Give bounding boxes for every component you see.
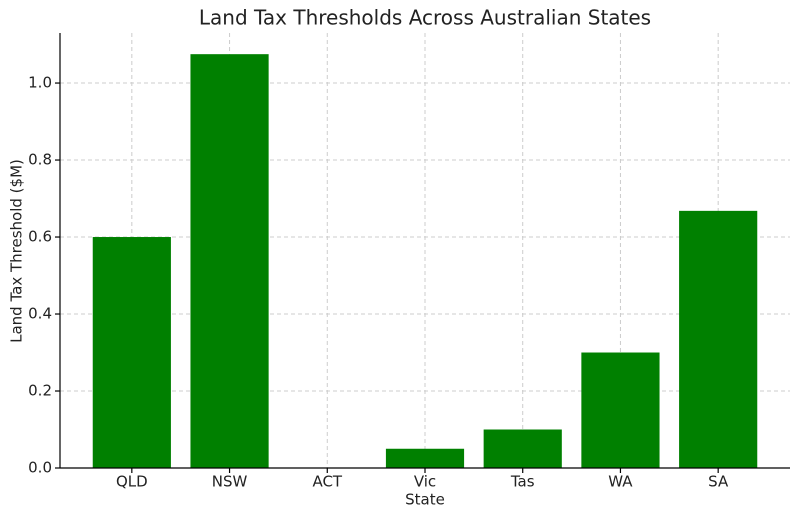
x-tick-label: Tas [510,473,535,491]
y-axis-label: Land Tax Threshold ($M) [8,159,26,343]
y-tick-label: 1.0 [28,74,52,92]
y-tick-label: 0.2 [28,382,52,400]
bar [581,352,660,468]
bar [679,210,758,469]
x-tick-label: SA [708,473,729,491]
bar [92,237,171,468]
bar [190,54,269,468]
x-axis-label: State [405,491,445,509]
x-tick-label: ACT [312,473,342,491]
x-tick-label: Vic [414,473,436,491]
y-tick-label: 0.4 [28,305,52,323]
bar [385,448,465,468]
y-tick-label: 0.8 [28,151,52,169]
bar [483,429,562,468]
x-tick-label: NSW [212,473,248,491]
x-tick-label: WA [608,473,633,491]
x-tick-label: QLD [116,473,148,491]
chart-title: Land Tax Thresholds Across Australian St… [199,6,651,30]
y-tick-label: 0.6 [28,228,52,246]
y-tick-label: 0.0 [28,459,52,477]
